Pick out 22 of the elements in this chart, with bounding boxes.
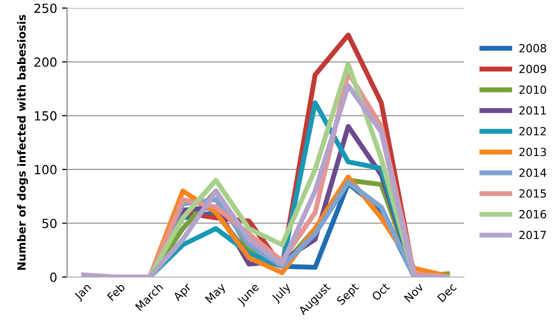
x-tick-label: Jan xyxy=(74,282,93,302)
y-tick-label: 250 xyxy=(34,4,57,14)
y-tick-label: 200 xyxy=(34,57,57,67)
x-tick-label: Oct xyxy=(371,282,390,302)
x-tick-label: Apr xyxy=(172,282,194,304)
legend-label: 2009 xyxy=(519,64,546,74)
legend-label: 2015 xyxy=(519,189,546,198)
x-tick-label: Dec xyxy=(437,282,457,302)
y-tick-label: 150 xyxy=(34,111,57,121)
legend-label: 2008 xyxy=(519,44,546,52)
legend-label: 2016 xyxy=(519,210,546,218)
legend-label: 2014 xyxy=(519,168,546,177)
legend-label: 2011 xyxy=(519,106,546,115)
x-tick-label: Feb xyxy=(106,282,126,302)
y-tick-label: 0 xyxy=(50,272,57,282)
y-tick-label: 100 xyxy=(34,164,57,174)
legend-label: 2012 xyxy=(519,127,546,136)
legend-label: 2010 xyxy=(519,85,546,94)
legend-label: 2013 xyxy=(519,148,546,156)
y-tick-label: 50 xyxy=(42,218,57,228)
legend-label: 2017 xyxy=(519,230,546,240)
y-axis-title: Number of dogs infected with babesiosis xyxy=(17,14,28,270)
